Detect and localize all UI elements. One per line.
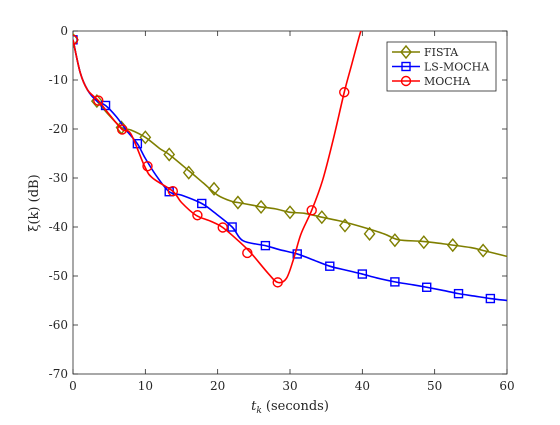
data-point	[163, 147, 176, 162]
data-point	[255, 199, 267, 215]
x-tick-label: 30	[282, 379, 297, 393]
data-point	[477, 243, 490, 258]
data-point	[422, 282, 432, 292]
data-point	[167, 186, 179, 197]
data-point	[116, 124, 128, 135]
y-tick-label: -50	[49, 269, 68, 283]
data-point	[388, 233, 401, 248]
data-point	[142, 161, 153, 172]
data-point	[453, 288, 464, 299]
x-tick-label: 40	[355, 379, 370, 393]
series-lines	[73, 31, 507, 304]
y-tick-label: 0	[60, 24, 68, 38]
data-point	[217, 222, 228, 233]
data-point	[446, 238, 459, 253]
data-point	[417, 235, 430, 250]
data-point	[227, 222, 237, 232]
data-point	[284, 205, 296, 220]
y-tick-label: -40	[49, 220, 68, 234]
x-tick-label: 0	[69, 379, 77, 393]
data-point	[197, 198, 207, 209]
y-tick-label: -10	[49, 73, 68, 87]
y-tick-label: -30	[49, 171, 68, 185]
data-point	[390, 277, 400, 287]
x-tick-label: 10	[138, 379, 153, 393]
data-point	[73, 34, 79, 46]
series-line	[73, 39, 507, 302]
data-point	[306, 205, 317, 216]
data-point	[485, 293, 496, 304]
data-point	[363, 226, 376, 241]
x-tick-label: 60	[499, 379, 514, 393]
data-point	[272, 277, 283, 288]
data-point	[325, 261, 335, 271]
y-tick-label: -70	[49, 367, 68, 381]
data-point	[357, 269, 368, 279]
y-tick-label: -20	[49, 122, 68, 136]
data-point	[182, 165, 195, 180]
legend-label: LS-MOCHA	[424, 61, 490, 74]
data-point	[260, 240, 271, 251]
y-tick-label: -60	[49, 318, 68, 332]
data-point	[208, 181, 220, 196]
data-point	[192, 210, 203, 221]
legend-entry: FISTA	[392, 44, 459, 60]
axes	[72, 30, 508, 375]
legend-label: FISTA	[424, 46, 459, 59]
data-point	[339, 87, 350, 98]
y-axis-label: ξ(k) (dB)	[27, 174, 42, 231]
x-tick-label: 50	[427, 379, 442, 393]
x-axis-label: tk (seconds)	[251, 399, 329, 416]
legend-entry: MOCHA	[392, 75, 471, 88]
x-tick-label: 20	[210, 379, 225, 393]
data-point	[232, 195, 244, 210]
data-point	[315, 210, 328, 225]
data-point	[339, 218, 351, 233]
series-fista	[73, 32, 507, 258]
tick-labels: 0 10 20 30 40 50 60 0 -10 -20 -30 -40 -50 -60 -70	[49, 24, 515, 393]
data-point	[242, 247, 253, 259]
series-mocha	[73, 31, 362, 288]
data-point	[292, 249, 302, 259]
legend-label: MOCHA	[424, 75, 471, 88]
data-point	[400, 44, 412, 60]
legend-entry: LS-MOCHA	[392, 61, 490, 74]
data-point	[93, 95, 104, 106]
series-line	[73, 31, 362, 284]
data-point	[401, 61, 411, 72]
data-point	[400, 75, 412, 87]
data-point	[139, 130, 152, 145]
